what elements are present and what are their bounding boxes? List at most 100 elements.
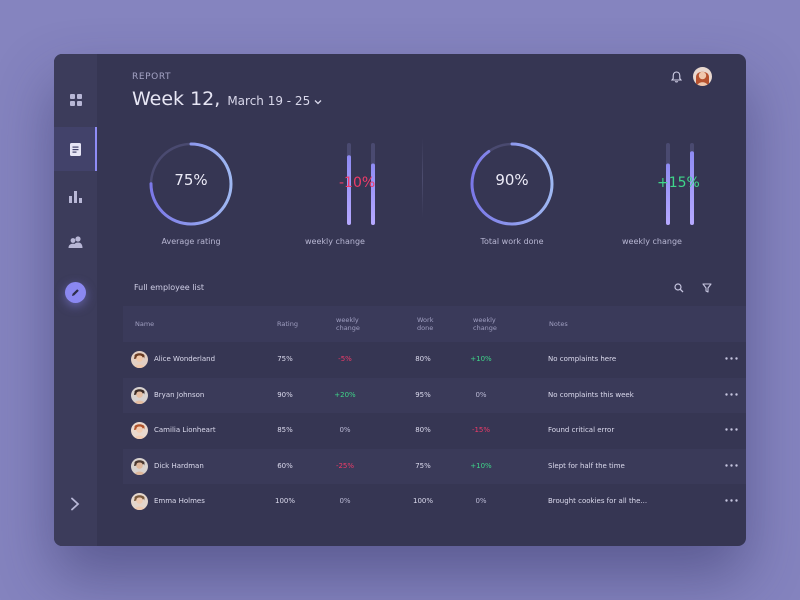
column-name: Name [135, 320, 155, 328]
employee-name: Bryan Johnson [154, 390, 205, 399]
rating-change-bars [347, 143, 375, 225]
employee-rating: 75% [277, 355, 293, 363]
work-change-label: weekly change [622, 237, 682, 246]
grid-icon [69, 94, 82, 106]
employee-work-change: -15% [471, 426, 491, 434]
work-change-bars [666, 143, 694, 225]
bell-icon[interactable] [671, 71, 682, 83]
work-current-bar [690, 151, 694, 225]
edit-button[interactable] [65, 282, 86, 303]
employee-name: Camilia Lionheart [154, 426, 216, 434]
sidebar [54, 54, 97, 546]
avatar-image [131, 351, 148, 368]
week-number: Week 12, [132, 88, 221, 110]
employee-notes: Slept for half the time [548, 461, 625, 470]
avatar-image [131, 386, 148, 404]
total-work-label: Total work done [480, 237, 544, 246]
sidebar-item-dashboard[interactable] [54, 78, 97, 122]
rating-ring-chart [149, 142, 233, 226]
employee-list-title: Full employee list [134, 283, 205, 292]
more-options-icon[interactable] [725, 392, 738, 396]
pencil-icon [72, 289, 79, 296]
rating-change-label: weekly change [305, 237, 365, 246]
section-label: REPORT [132, 72, 172, 82]
users-icon [68, 236, 83, 248]
employee-avatar [131, 386, 148, 404]
employee-avatar [131, 457, 148, 475]
sidebar-item-report[interactable] [54, 127, 97, 171]
avatar-image [131, 457, 148, 475]
user-avatar[interactable] [693, 67, 712, 86]
employee-avatar [131, 422, 148, 439]
employee-avatar [131, 493, 148, 510]
employee-name: Emma Holmes [154, 497, 205, 505]
more-options-icon[interactable] [725, 499, 738, 502]
employee-work-done: 95% [415, 390, 431, 399]
avatar-image [131, 493, 148, 510]
app-window: REPORT Week 12, March 19 - 25 [54, 54, 746, 546]
collapse-sidebar-button[interactable] [70, 496, 80, 515]
column-work-change: weekly change [473, 316, 497, 332]
employee-notes: No complaints here [548, 355, 617, 363]
work-previous-bar [666, 163, 670, 225]
more-options-icon[interactable] [725, 428, 738, 431]
rating-previous-bar [347, 155, 351, 225]
main-content: REPORT Week 12, March 19 - 25 [97, 54, 746, 546]
employee-rating: 85% [277, 426, 293, 434]
employee-work-done: 75% [415, 461, 431, 470]
table-row[interactable]: Alice Wonderland 75% -5% 80% +10% No com… [123, 342, 746, 377]
employee-rating-change: -25% [335, 461, 355, 470]
employee-rating-change: 0% [339, 426, 351, 434]
column-notes: Notes [549, 320, 568, 328]
employee-work-done: 80% [415, 355, 431, 363]
employee-work-done: 100% [412, 497, 434, 505]
employee-work-change: +10% [470, 461, 492, 470]
more-options-icon[interactable] [725, 463, 738, 467]
rating-current-bar [371, 163, 375, 225]
employee-rating: 60% [277, 461, 293, 470]
bar-chart-icon [69, 190, 82, 203]
work-ring-chart [470, 142, 554, 226]
rating-change-value: -10% [339, 175, 376, 191]
employee-work-change: 0% [475, 390, 487, 399]
table-row[interactable]: Emma Holmes 100% 0% 100% 0% Brought cook… [123, 484, 746, 519]
week-selector[interactable]: Week 12, March 19 - 25 [132, 88, 322, 110]
employee-rating: 100% [274, 497, 296, 505]
employee-name: Dick Hardman [154, 461, 204, 470]
work-ring-arc [470, 142, 554, 226]
table-row[interactable]: Bryan Johnson 90% +20% 95% 0% No complai… [123, 377, 746, 413]
work-change-value: +15% [657, 175, 700, 191]
filter-icon[interactable] [702, 283, 712, 293]
more-options-icon[interactable] [725, 357, 738, 360]
employee-rating: 90% [277, 390, 293, 399]
search-icon[interactable] [674, 283, 684, 293]
employee-notes: Found critical error [548, 426, 615, 434]
employee-work-done: 80% [415, 426, 431, 434]
table-row[interactable]: Camilia Lionheart 85% 0% 80% -15% Found … [123, 413, 746, 448]
week-range: March 19 - 25 [227, 94, 311, 108]
total-work-value: 90% [495, 171, 529, 189]
employee-avatar [131, 351, 148, 368]
average-rating-label: Average rating [161, 237, 221, 246]
rating-ring-arc [149, 142, 233, 226]
employee-work-change: 0% [475, 497, 487, 505]
document-icon [70, 142, 81, 156]
average-rating-ring: 75% [148, 141, 234, 227]
sidebar-item-users[interactable] [54, 220, 97, 264]
employee-rating-change: +20% [334, 390, 356, 399]
stats-divider [422, 138, 423, 218]
chevron-right-icon [71, 497, 80, 511]
avatar-image [693, 67, 712, 86]
chevron-down-icon[interactable] [314, 99, 322, 105]
sidebar-item-stats[interactable] [54, 174, 97, 218]
total-work-ring: 90% [469, 141, 555, 227]
employee-rating-change: 0% [339, 497, 351, 505]
average-rating-value: 75% [174, 171, 208, 189]
table-header: Name Rating weekly change Work done week… [123, 306, 746, 342]
avatar-image [131, 422, 148, 439]
column-work-done: Work done [417, 316, 434, 332]
table-row[interactable]: Dick Hardman 60% -25% 75% +10% Slept for… [123, 448, 746, 484]
employee-rating-change: -5% [338, 355, 352, 363]
employee-notes: Brought cookies for all the... [548, 497, 648, 505]
employee-name: Alice Wonderland [154, 355, 216, 363]
